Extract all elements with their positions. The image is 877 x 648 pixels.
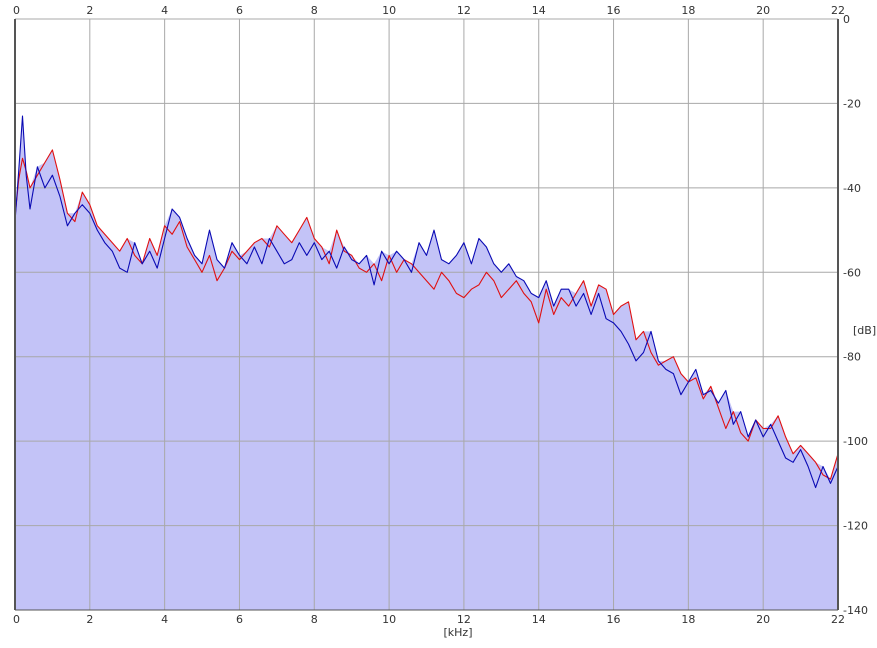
y-tick-label: -100 (843, 435, 868, 448)
x-tick-label-bottom: 4 (161, 613, 168, 626)
y-tick-label: -140 (843, 604, 868, 617)
tick-labels: 002244668810101212141416161818202022220-… (13, 4, 868, 626)
y-tick-label: -120 (843, 520, 868, 533)
y-tick-label: -40 (843, 182, 861, 195)
area-fill-layer (15, 116, 838, 610)
y-tick-label: -60 (843, 266, 861, 279)
y-tick-label: -20 (843, 97, 861, 110)
series-line-2 (14, 115, 839, 489)
x-axis-label: [kHz] (444, 626, 473, 639)
area-fill (15, 116, 838, 610)
series-line-1 (14, 149, 839, 480)
x-tick-label-bottom: 10 (382, 613, 396, 626)
x-tick-label-top: 18 (681, 4, 695, 17)
x-tick-label-top: 8 (311, 4, 318, 17)
x-tick-label-bottom: 20 (756, 613, 770, 626)
y-tick-label: 0 (843, 13, 850, 26)
x-tick-label-top: 6 (236, 4, 243, 17)
x-tick-label-top: 12 (457, 4, 471, 17)
y-axis-label: [dB] (853, 324, 876, 337)
x-tick-label-top: 16 (607, 4, 621, 17)
x-tick-label-top: 20 (756, 4, 770, 17)
x-tick-label-top: 22 (831, 4, 845, 17)
x-tick-label-bottom: 0 (13, 613, 20, 626)
y-tick-label: -80 (843, 351, 861, 364)
x-tick-label-bottom: 18 (681, 613, 695, 626)
x-tick-label-top: 2 (86, 4, 93, 17)
series-layer (14, 115, 839, 489)
x-tick-label-bottom: 12 (457, 613, 471, 626)
x-tick-label-top: 14 (532, 4, 546, 17)
x-tick-label-top: 0 (13, 4, 20, 17)
x-tick-label-bottom: 14 (532, 613, 546, 626)
x-tick-label-bottom: 22 (831, 613, 845, 626)
x-tick-label-bottom: 8 (311, 613, 318, 626)
x-tick-label-top: 10 (382, 4, 396, 17)
x-tick-label-top: 4 (161, 4, 168, 17)
axis-layer (14, 19, 839, 611)
x-tick-label-bottom: 2 (86, 613, 93, 626)
x-tick-label-bottom: 6 (236, 613, 243, 626)
x-tick-label-bottom: 16 (607, 613, 621, 626)
